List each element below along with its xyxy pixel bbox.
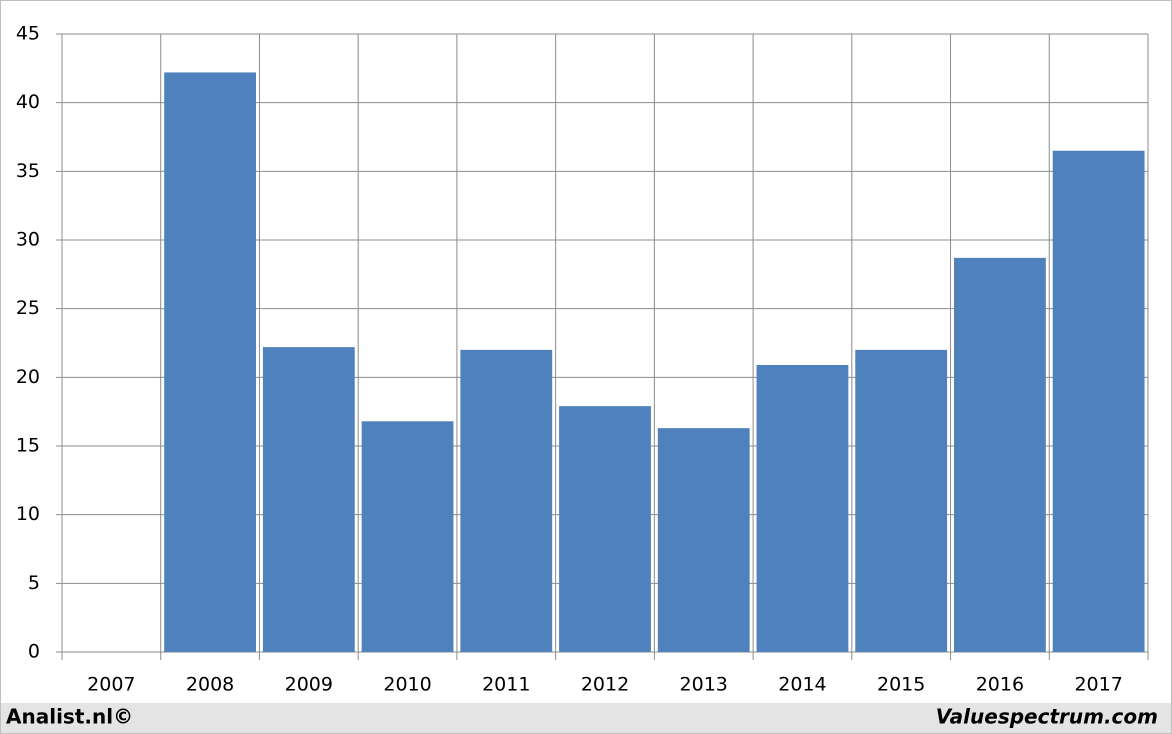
y-tick-label: 15 [16,435,40,457]
x-tick-label: 2011 [482,674,530,696]
x-tick-label: 2008 [186,674,234,696]
bar [756,364,849,652]
x-tick-label: 2009 [285,674,333,696]
bar [657,428,750,652]
bar [559,406,651,652]
bar [164,72,256,653]
x-tick-label: 2016 [976,674,1024,696]
bar [855,349,948,652]
bar [262,347,355,652]
y-tick-label: 25 [16,297,40,319]
y-tick-label: 45 [16,23,40,45]
footer-left: Analist.nl© [6,705,133,729]
y-tick-label: 5 [28,572,40,594]
x-tick-label: 2015 [877,674,925,696]
x-tick-label: 2014 [778,674,826,696]
bar [361,421,454,652]
x-tick-label: 2012 [581,674,629,696]
x-tick-label: 2013 [680,674,728,696]
y-tick-label: 20 [16,366,40,388]
x-tick-label: 2017 [1074,674,1122,696]
y-tick-label: 35 [16,160,40,182]
y-tick-label: 0 [28,641,40,663]
bar [1052,150,1145,652]
x-tick-label: 2007 [87,674,135,696]
footer-band [1,703,1171,733]
footer-right: Valuespectrum.com [936,705,1158,729]
y-tick-label: 40 [16,91,40,113]
bar [954,257,1046,652]
y-tick-label: 30 [16,229,40,251]
y-tick-label: 10 [16,503,40,525]
bar [460,349,553,652]
x-tick-label: 2010 [383,674,431,696]
